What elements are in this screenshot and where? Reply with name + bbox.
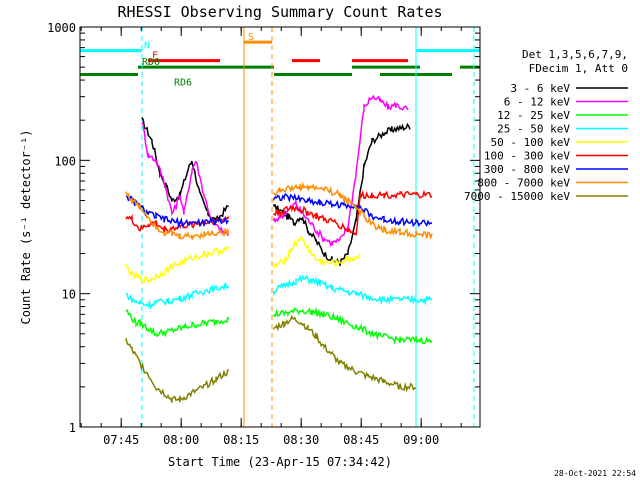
x-axis-ticks: 07:45 08:00 08:15 08:30 08:45 09:00: [80, 27, 462, 447]
legend-label: 25 - 50 keV: [497, 123, 570, 136]
legend-label: 800 - 7000 keV: [477, 177, 570, 190]
y-tick-label: 1000: [47, 21, 76, 35]
x-tick-label: 08:45: [343, 433, 379, 447]
flag-label-rd6: RD6: [174, 78, 192, 89]
y-tick-label: 100: [54, 154, 76, 168]
x-axis-label: Start Time (23-Apr-15 07:34:42): [168, 455, 392, 469]
series-group: [125, 94, 433, 403]
y-axis-label: Count Rate (s⁻¹ detector⁻¹): [19, 129, 33, 324]
series-line-4: [125, 274, 433, 310]
chart-title: RHESSI Observing Summary Count Rates: [117, 3, 442, 21]
y-axis-ticks: 1 10 100 1000: [47, 21, 480, 435]
flag-label-n: N: [144, 41, 150, 52]
series-line-1: [141, 117, 411, 266]
legend-label: 100 - 300 keV: [484, 150, 570, 163]
y-tick-label: 10: [62, 288, 76, 302]
x-tick-label: 08:00: [163, 433, 199, 447]
legend-label: 12 - 25 keV: [497, 109, 570, 122]
x-tick-label: 08:30: [283, 433, 319, 447]
x-tick-label: 08:15: [223, 433, 259, 447]
x-tick-label: 09:00: [403, 433, 439, 447]
saa-night-lines: [79, 27, 475, 427]
series-line-3: [125, 306, 433, 345]
flag-label-s: S: [248, 32, 254, 43]
legend-header-line-2: FDecim 1, Att 0: [529, 62, 628, 75]
series-line-8: [125, 181, 433, 241]
series-line-5: [125, 235, 361, 284]
legend-label: 50 - 100 keV: [491, 136, 571, 149]
flag-label-f: F: [152, 51, 158, 62]
legend-label: 7000 - 15000 keV: [464, 190, 570, 203]
y-tick-label: 1: [69, 421, 76, 435]
legend-label: 6 - 12 keV: [504, 96, 571, 109]
footer-timestamp: 28-Oct-2021 22:54: [554, 469, 636, 478]
legend-label: 300 - 800 keV: [484, 163, 570, 176]
legend-header-line-1: Det 1,3,5,6,7,9,: [522, 48, 628, 61]
plot-frame: [79, 26, 481, 428]
flag-label-rd0: RD0: [142, 57, 160, 68]
series-line-9: [125, 315, 417, 403]
legend-label: 3 - 6 keV: [510, 82, 570, 95]
series-line-6: [125, 189, 433, 236]
series-line-7: [125, 192, 433, 229]
x-tick-label: 07:45: [103, 433, 139, 447]
